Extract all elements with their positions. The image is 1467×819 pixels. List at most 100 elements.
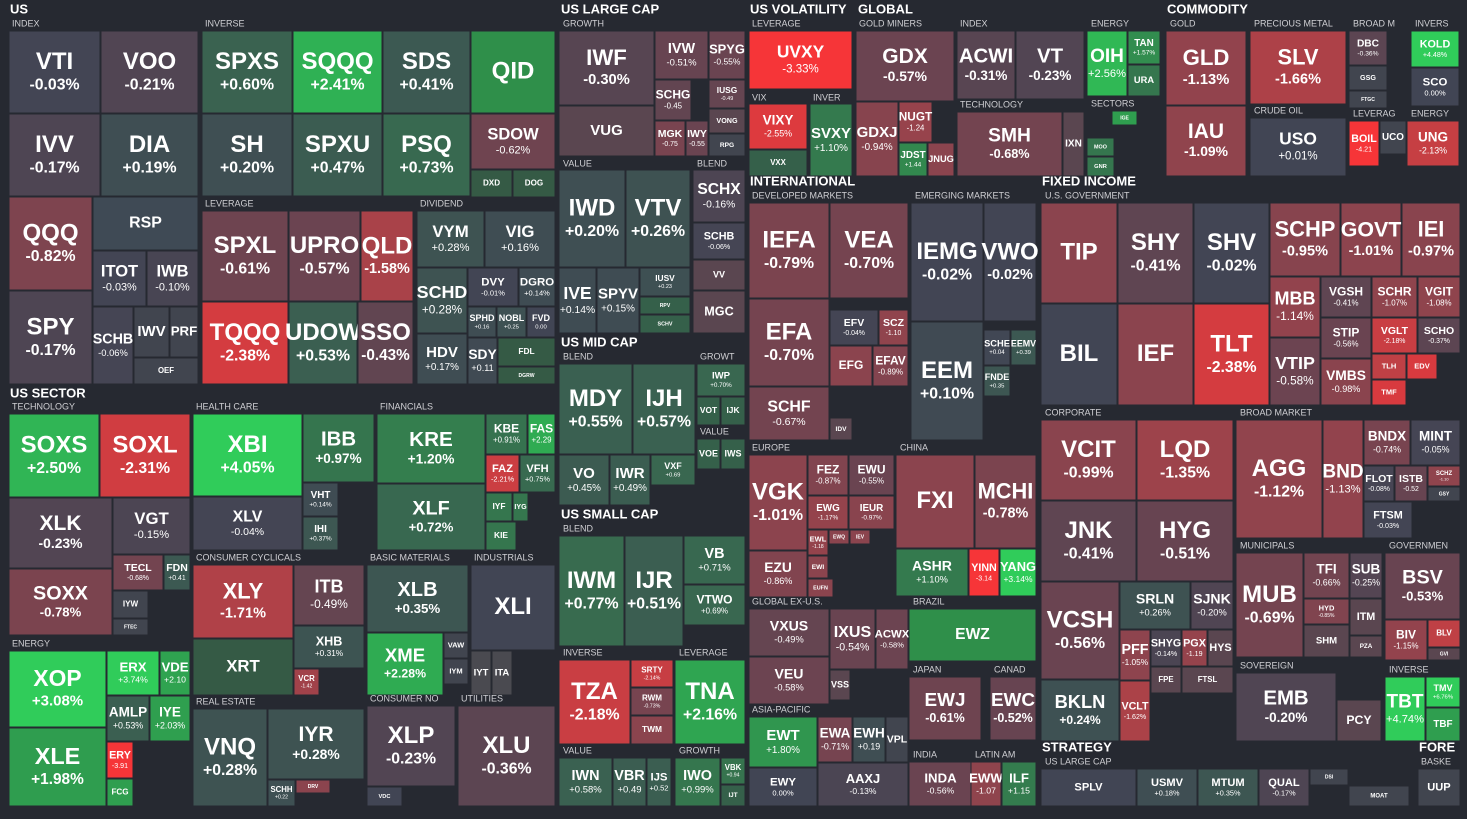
tile[interactable]	[470, 564, 556, 651]
tile[interactable]	[169, 306, 199, 358]
tile[interactable]	[908, 608, 1037, 662]
tile[interactable]	[696, 363, 746, 397]
tile[interactable]	[106, 778, 134, 807]
tile[interactable]	[632, 363, 696, 455]
tile[interactable]	[1136, 500, 1234, 582]
tile[interactable]	[100, 30, 199, 114]
tile[interactable]	[558, 267, 597, 334]
tile[interactable]	[807, 555, 829, 579]
tile[interactable]	[829, 669, 851, 701]
tile[interactable]	[360, 210, 414, 302]
tile[interactable]	[1119, 680, 1151, 742]
tile[interactable]	[112, 618, 149, 636]
tile[interactable]	[292, 30, 383, 114]
tile[interactable]	[1384, 676, 1426, 742]
tile[interactable]	[829, 608, 876, 670]
tile[interactable]	[491, 650, 513, 696]
tile[interactable]	[201, 113, 293, 197]
tile[interactable]	[457, 705, 556, 807]
tile[interactable]	[1401, 202, 1461, 277]
tile[interactable]	[146, 250, 199, 307]
tile[interactable]	[92, 250, 147, 307]
tile[interactable]	[828, 529, 850, 545]
tile[interactable]	[646, 757, 672, 807]
tile[interactable]	[1406, 353, 1438, 380]
tile[interactable]	[485, 521, 517, 551]
tile[interactable]	[596, 267, 640, 334]
tile[interactable]	[201, 210, 289, 302]
tile[interactable]	[696, 396, 721, 426]
tile[interactable]	[467, 337, 498, 385]
tile[interactable]	[376, 483, 486, 551]
tile[interactable]	[1181, 629, 1208, 667]
tile[interactable]	[8, 727, 107, 807]
tile[interactable]	[855, 30, 955, 102]
tile[interactable]	[609, 454, 651, 506]
tile[interactable]	[654, 120, 686, 157]
tile[interactable]	[748, 149, 808, 177]
tile[interactable]	[1235, 672, 1337, 742]
tile[interactable]	[1193, 303, 1270, 406]
tile[interactable]	[1427, 486, 1461, 502]
tile[interactable]	[1040, 419, 1137, 501]
tile[interactable]	[849, 529, 871, 545]
tile[interactable]	[112, 590, 149, 619]
tile[interactable]	[983, 202, 1037, 322]
tile[interactable]	[692, 169, 746, 223]
tile[interactable]	[8, 568, 113, 636]
tile[interactable]	[558, 659, 631, 745]
tile[interactable]	[484, 210, 556, 268]
tile[interactable]	[106, 695, 150, 742]
tile[interactable]	[612, 757, 647, 807]
tile[interactable]	[1410, 30, 1460, 68]
tile[interactable]	[708, 30, 746, 80]
tile[interactable]	[1384, 552, 1461, 620]
tile[interactable]	[654, 30, 709, 80]
tile[interactable]	[1320, 317, 1372, 359]
tile[interactable]	[748, 298, 830, 387]
tile[interactable]	[630, 715, 674, 745]
tile[interactable]	[674, 757, 721, 807]
tile[interactable]	[1165, 30, 1247, 106]
tile[interactable]	[1086, 137, 1115, 157]
tile[interactable]	[1371, 353, 1407, 380]
tile[interactable]	[1190, 581, 1234, 630]
tile[interactable]	[1249, 117, 1347, 177]
tile[interactable]	[1127, 64, 1161, 97]
tile[interactable]	[192, 496, 303, 551]
tile[interactable]	[416, 333, 468, 385]
tile[interactable]	[817, 762, 909, 807]
tile[interactable]	[1193, 202, 1270, 304]
tile[interactable]	[885, 716, 909, 763]
tile[interactable]	[708, 133, 746, 157]
tile[interactable]	[956, 111, 1063, 177]
tile[interactable]	[382, 113, 471, 197]
tile[interactable]	[302, 516, 339, 551]
tile[interactable]	[1425, 707, 1461, 742]
tile[interactable]	[192, 708, 268, 807]
tile[interactable]	[1207, 629, 1234, 667]
tile[interactable]	[630, 659, 674, 688]
tile[interactable]	[558, 363, 633, 455]
tile[interactable]	[1249, 30, 1347, 105]
tile[interactable]	[293, 564, 365, 626]
tile[interactable]	[1119, 629, 1151, 681]
tile[interactable]	[1086, 156, 1115, 177]
tile[interactable]	[1349, 598, 1383, 636]
tile[interactable]	[558, 169, 626, 268]
tile[interactable]	[485, 454, 520, 493]
tile[interactable]	[1303, 624, 1350, 658]
tile[interactable]	[1010, 329, 1037, 366]
tile[interactable]	[1417, 276, 1461, 318]
tile[interactable]	[1427, 465, 1461, 487]
tile[interactable]	[1269, 337, 1321, 406]
tile[interactable]	[1117, 202, 1194, 304]
tile[interactable]	[1127, 30, 1161, 65]
tile[interactable]	[809, 103, 853, 177]
tile[interactable]	[1040, 768, 1137, 807]
tile[interactable]	[748, 103, 808, 150]
tile[interactable]	[720, 396, 746, 426]
tile[interactable]	[470, 113, 556, 170]
tile[interactable]	[1425, 676, 1461, 708]
tile[interactable]	[1040, 679, 1120, 742]
